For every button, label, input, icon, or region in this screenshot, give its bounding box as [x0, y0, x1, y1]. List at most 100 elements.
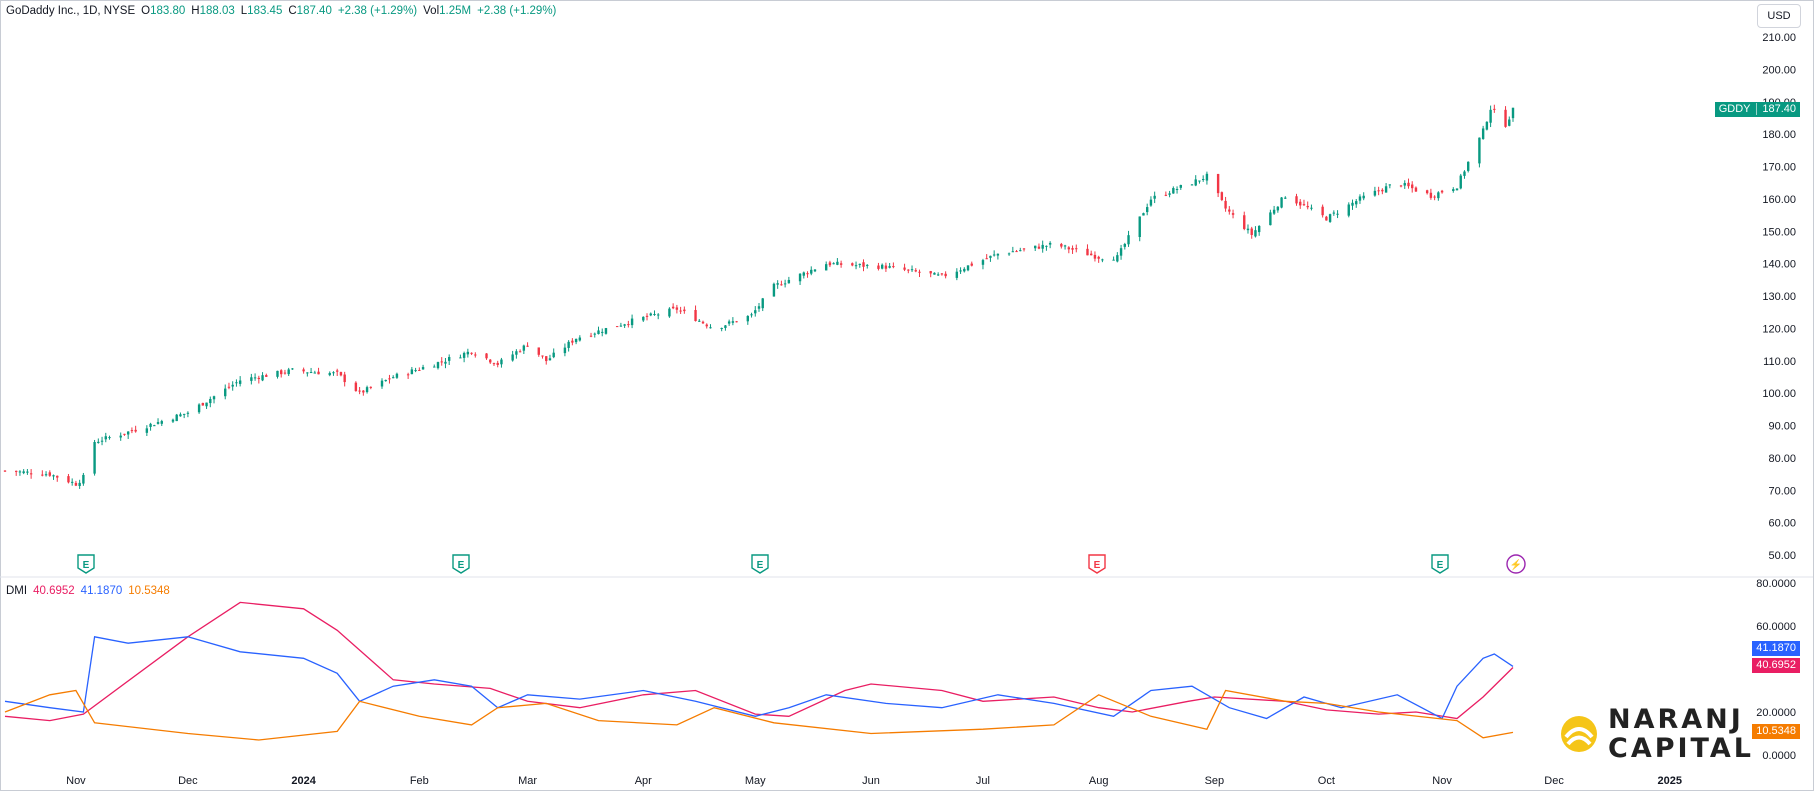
candle-body [153, 425, 156, 427]
candle-body [1388, 184, 1392, 186]
event-glyph: E [757, 560, 764, 571]
candle-body [1048, 242, 1052, 245]
candle-body [996, 253, 1000, 256]
time-tick-label: Dec [1544, 775, 1564, 787]
candle-body [1399, 185, 1403, 187]
time-tick-label: Apr [635, 775, 652, 787]
candle-body [1041, 244, 1044, 249]
candle-body [548, 358, 552, 361]
candle-body [489, 359, 492, 363]
brand-line-2: CAPITAL [1608, 733, 1754, 764]
candle-body [3, 470, 7, 472]
candle-body [1224, 200, 1227, 209]
candle-body [459, 357, 462, 359]
candle-body [287, 369, 290, 375]
candle-body [601, 331, 604, 333]
time-tick-label: Jul [976, 775, 990, 787]
candle-body [1321, 206, 1324, 216]
candle-body [563, 347, 567, 354]
earnings-icon [1431, 554, 1449, 574]
adx-tag: 40.6952 [1752, 658, 1800, 673]
candle-body [1119, 248, 1123, 256]
candle-body [709, 327, 712, 329]
candle-body [436, 362, 440, 369]
candle-body [388, 378, 391, 380]
candle-body [1142, 213, 1145, 216]
candle-body [444, 361, 447, 364]
dmi-line-di [4, 689, 1514, 741]
price-tick-label: 210.00 [1762, 32, 1796, 44]
candle-body [224, 388, 227, 397]
candle-body [1485, 121, 1489, 130]
candle-body [806, 273, 809, 275]
candle-body [156, 422, 160, 424]
candle-body [966, 265, 970, 271]
candle-body [119, 435, 122, 438]
candle-body [981, 260, 985, 265]
time-tick-label: 2025 [1658, 775, 1682, 787]
dmi-tick-label: 0.0000 [1762, 750, 1796, 762]
candle-body [44, 474, 48, 476]
candle-body [1201, 179, 1205, 181]
candle-body [1403, 183, 1406, 186]
candle-body [1504, 109, 1507, 127]
currency-button[interactable]: USD [1757, 4, 1801, 28]
candle-body [1246, 228, 1250, 231]
candle-body [261, 375, 264, 381]
candle-body [365, 387, 369, 393]
candle-body [235, 382, 238, 384]
candle-body [280, 370, 283, 375]
candle-body [720, 328, 723, 330]
candle-body [1063, 245, 1067, 247]
candle-body [391, 377, 395, 379]
candle-body [724, 325, 727, 328]
price-tick-label: 60.00 [1768, 518, 1796, 530]
candle-body [526, 345, 529, 347]
candle-body [619, 325, 623, 327]
price-tick-label: 120.00 [1762, 323, 1796, 335]
candle-body [291, 368, 294, 370]
candle-body [462, 352, 466, 358]
candle-body [406, 374, 410, 376]
candle-body [615, 326, 619, 328]
candle-body [597, 330, 600, 335]
candle-body [418, 369, 421, 371]
candle-body [1362, 195, 1365, 199]
dmi-adx-value: 40.6952 [33, 585, 75, 597]
symbol-description[interactable]: GoDaddy Inc., 1D, NYSE [6, 5, 136, 17]
candle-body [1437, 192, 1440, 199]
high-value: 188.03 [199, 5, 235, 17]
candle-body [918, 271, 921, 273]
candle-body [1299, 201, 1302, 206]
candle-body [671, 306, 675, 309]
candle-body [466, 351, 470, 355]
candle-body [108, 437, 111, 439]
candle-body [802, 272, 805, 276]
candle-body [126, 431, 130, 435]
open-label: O [141, 5, 151, 17]
candle-body [1272, 209, 1276, 214]
candle-body [914, 270, 917, 272]
candle-body [1190, 184, 1194, 186]
candle-body [410, 369, 414, 375]
candle-body [884, 265, 888, 269]
candle-body [1175, 188, 1179, 190]
dmi-label[interactable]: DMI [6, 585, 28, 597]
candle-body [1452, 189, 1455, 191]
candle-body [668, 308, 671, 317]
price-tag: GDDY 187.40 [1714, 102, 1800, 117]
candle-body [1257, 225, 1261, 233]
candle-body [354, 382, 358, 392]
candle-body [1164, 194, 1168, 196]
candle-body [810, 269, 813, 274]
candle-body [604, 328, 608, 334]
candle-body [1511, 107, 1515, 119]
candle-body [929, 271, 932, 274]
candle-body [1019, 250, 1022, 252]
candle-body [567, 341, 570, 348]
candle-body [589, 335, 593, 337]
candle-body [649, 313, 652, 316]
time-tick-label: Aug [1089, 775, 1109, 787]
candle-body [731, 321, 735, 323]
